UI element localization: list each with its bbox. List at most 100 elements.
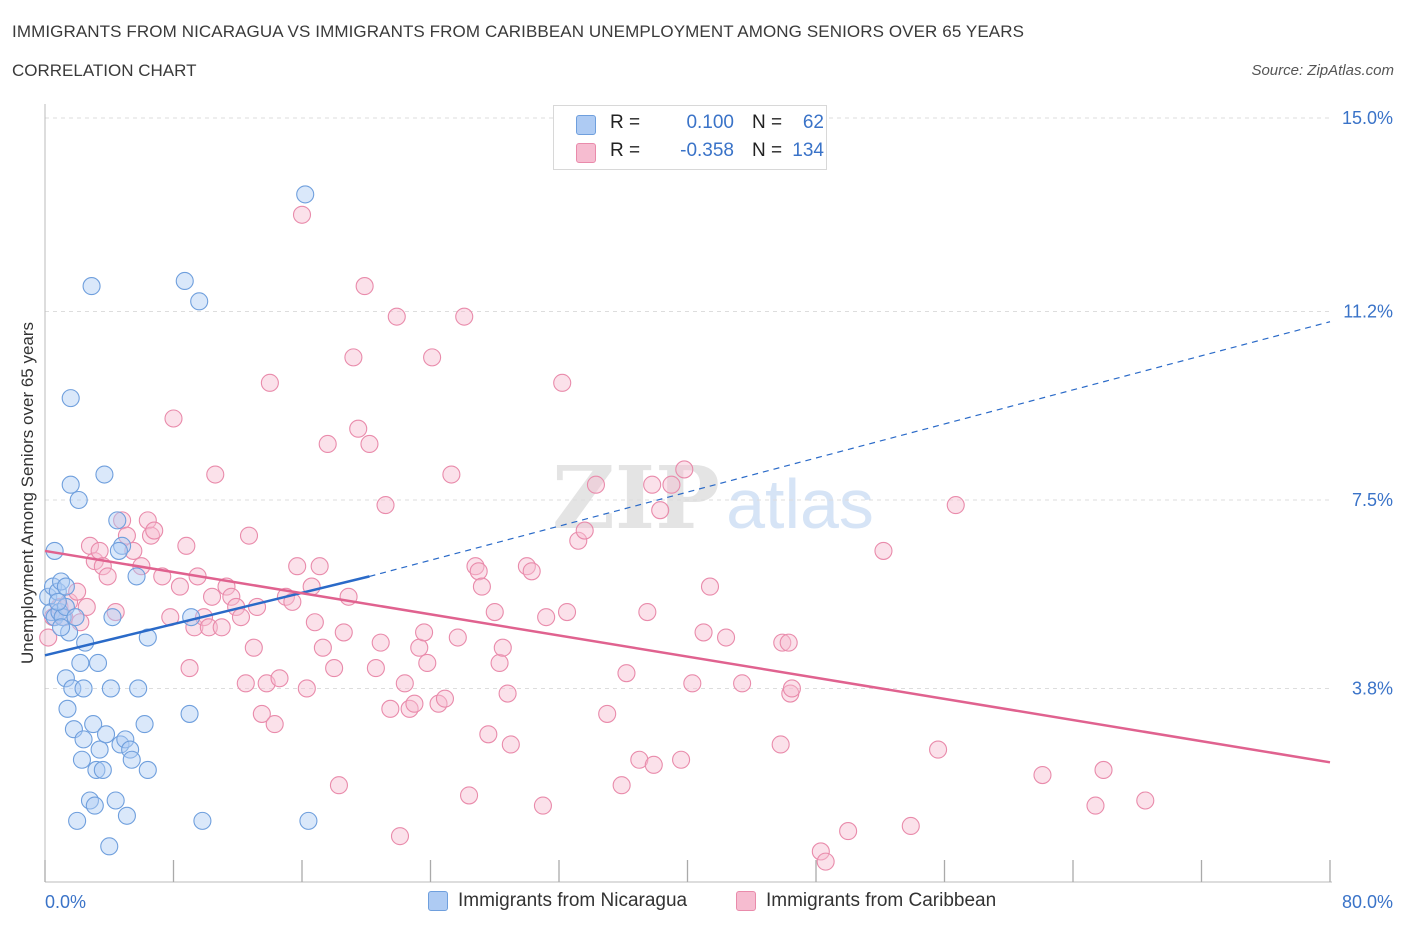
caribbean-point [288, 557, 307, 576]
caribbean-point [901, 816, 920, 836]
caribbean-point [405, 694, 424, 713]
caribbean-point [98, 567, 117, 586]
caribbean-point [231, 608, 251, 627]
caribbean-point [683, 674, 702, 693]
caribbean-point [418, 653, 437, 673]
caribbean-point [180, 659, 199, 678]
series-label-nicaragua: Immigrants from Nicaragua [458, 890, 688, 911]
caribbean-point [39, 628, 58, 647]
caribbean-point [124, 541, 143, 560]
caribbean-point [297, 679, 316, 698]
caribbean-point [247, 597, 267, 617]
caribbean-point [325, 659, 344, 678]
caribbean-point [501, 735, 520, 754]
legend-r-label: R = [610, 140, 641, 161]
nicaragua-trend-extension [369, 321, 1331, 577]
data-points [39, 185, 1155, 871]
caribbean-point [672, 750, 691, 769]
nicaragua-point [52, 572, 71, 591]
caribbean-point [344, 348, 363, 367]
x-tick-label: 80.0% [1342, 892, 1393, 912]
caribbean-point [498, 684, 517, 703]
caribbean-point [675, 460, 694, 479]
caribbean-point [199, 618, 218, 637]
caribbean-point [874, 541, 893, 560]
caribbean-point [557, 603, 577, 622]
nicaragua-point [85, 796, 104, 815]
caribbean-point [485, 603, 504, 622]
nicaragua-point [135, 715, 154, 734]
y-tick-label: 11.2% [1343, 302, 1393, 322]
caribbean-point [1086, 796, 1105, 815]
nicaragua-point [66, 608, 85, 627]
caribbean-point [455, 307, 474, 326]
caribbean-point [90, 541, 109, 560]
caribbean-point [310, 557, 329, 576]
nicaragua-point [71, 653, 90, 673]
caribbean-point [77, 597, 96, 617]
caribbean-point [265, 715, 284, 734]
nicaragua-point [80, 791, 100, 810]
nicaragua-point [95, 465, 114, 484]
nicaragua-point [100, 837, 119, 856]
caribbean-point [252, 704, 271, 723]
caribbean-point [617, 664, 636, 683]
caribbean-point [716, 628, 736, 647]
caribbean-point [203, 587, 222, 606]
nicaragua-point [56, 669, 75, 688]
caribbean-point [410, 638, 429, 657]
caribbean-point [612, 776, 631, 795]
caribbean-trend-line [44, 549, 1331, 764]
y-axis-label: Unemployment Among Seniors over 65 years [18, 321, 37, 665]
caribbean-point [366, 659, 385, 678]
nicaragua-point [127, 567, 146, 586]
caribbean-point [643, 475, 662, 494]
caribbean-point [71, 613, 90, 632]
caribbean-point [1094, 760, 1113, 779]
nicaragua-point [106, 791, 125, 810]
nicaragua-point [101, 679, 120, 698]
legend-n-label: N = [752, 140, 783, 161]
caribbean-point [929, 740, 948, 759]
caribbean-point [782, 679, 801, 698]
legend-r-value: -0.358 [680, 140, 734, 161]
caribbean-point [466, 557, 485, 576]
caribbean-point [630, 750, 649, 769]
caribbean-point [239, 526, 259, 545]
caribbean-point [423, 348, 442, 367]
nicaragua-point [180, 704, 199, 723]
caribbean-point [390, 827, 410, 846]
nicaragua-point [93, 760, 112, 779]
caribbean-point [522, 562, 541, 581]
caribbean-point [236, 674, 255, 693]
nicaragua-point [82, 277, 101, 296]
nicaragua-point [74, 730, 93, 749]
nicaragua-point [113, 536, 132, 555]
caribbean-point [771, 735, 790, 754]
nicaragua-point [84, 715, 103, 734]
nicaragua-point [103, 608, 122, 627]
nicaragua-point [299, 811, 318, 830]
caribbean-point [575, 521, 594, 540]
caribbean-point [435, 689, 455, 708]
nicaragua-point [117, 806, 136, 825]
caribbean-point [816, 852, 835, 871]
trend-lines [44, 321, 1331, 764]
caribbean-point [839, 822, 858, 841]
legend-n-value: 134 [792, 140, 824, 161]
nicaragua-trend-line [44, 575, 370, 657]
caribbean-point [355, 277, 374, 296]
nicaragua-point [61, 389, 80, 408]
legend-n-value: 62 [802, 112, 824, 133]
legend-r-label: R = [610, 112, 641, 133]
nicaragua-point [52, 618, 71, 637]
chart-subtitle: CORRELATION CHART [12, 61, 197, 80]
nicaragua-point [96, 725, 116, 744]
caribbean-point [283, 592, 302, 611]
caribbean-point [662, 475, 681, 494]
nicaragua-point [138, 760, 157, 779]
caribbean-point [260, 373, 279, 392]
caribbean-point [1033, 765, 1052, 785]
nicaragua-point [122, 750, 141, 769]
caribbean-point [586, 475, 605, 494]
